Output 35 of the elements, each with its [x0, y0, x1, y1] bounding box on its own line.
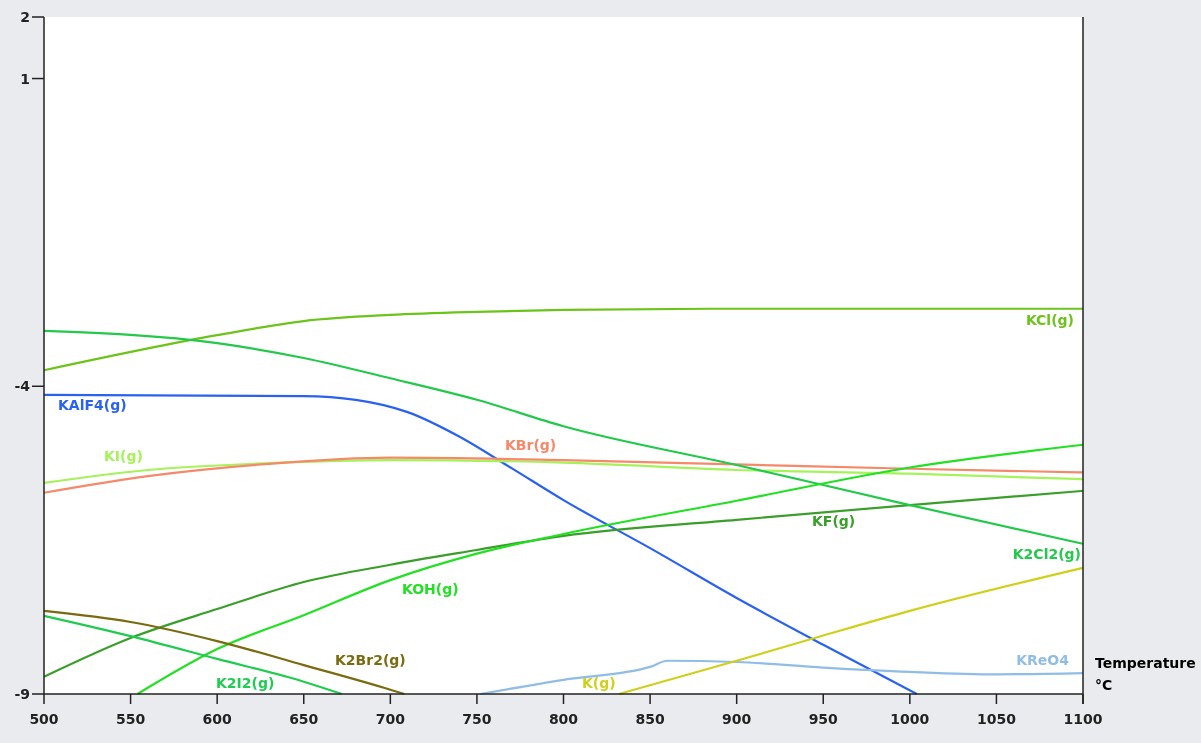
x-tick-label: 750 [462, 711, 492, 727]
line-series [42, 489, 1085, 678]
y-tick-label: 2 [20, 9, 30, 25]
series-label: KAlF4(g) [58, 397, 127, 413]
x-tick-label: 1000 [890, 711, 930, 727]
x-tick-label: 1050 [976, 711, 1017, 727]
y-tick-label: 1 [20, 70, 30, 87]
line-series [42, 393, 918, 696]
series-label: K2I2(g) [216, 675, 275, 691]
line-series [42, 307, 1085, 372]
series-label: KI(g) [104, 448, 143, 464]
x-tick-label: 500 [29, 711, 59, 727]
x-axis-title: Temperature °C [1095, 655, 1196, 693]
series-label: K2Br2(g) [335, 652, 406, 668]
x-tick-label: 800 [548, 711, 579, 727]
line-series [42, 329, 1085, 545]
x-tick-label: 600 [202, 711, 233, 727]
x-tick-label: 950 [808, 711, 839, 727]
y-tick-label: -4 [14, 378, 31, 395]
series-label: KF(g) [812, 513, 856, 529]
x-tick-label: 550 [115, 711, 146, 727]
series-label: KReO4 [1016, 652, 1070, 668]
series-label: KOH(g) [402, 581, 459, 597]
series-label: K(g) [582, 675, 616, 691]
x-tick-label: 700 [375, 711, 406, 727]
series-label: KBr(g) [505, 437, 557, 453]
y-tick-label: -9 [14, 686, 30, 702]
x-tick-label: 650 [289, 711, 319, 727]
x-tick-label: 1100 [1063, 711, 1103, 727]
series-label: K2Cl2(g) [1012, 546, 1081, 562]
x-tick-label: 900 [722, 711, 752, 727]
series-label: KCl(g) [1025, 312, 1074, 328]
line-series [617, 566, 1085, 696]
x-tick-label: 850 [635, 711, 665, 727]
line-series [42, 609, 406, 696]
